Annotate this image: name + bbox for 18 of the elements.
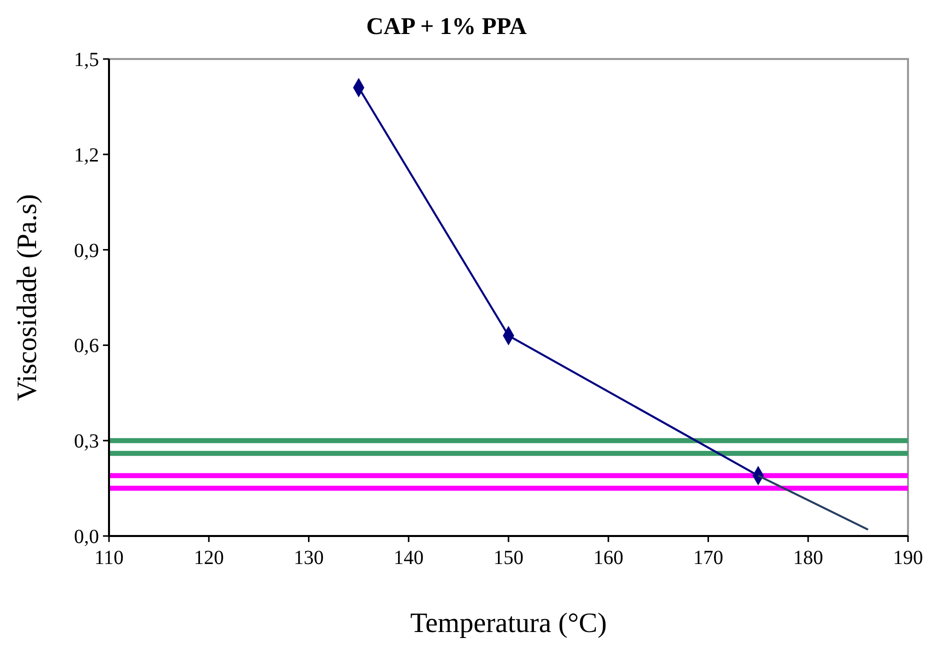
y-tick-label: 0,6 [74,335,99,358]
y-tick-label: 0,3 [74,430,99,453]
y-tick-label: 0,0 [74,526,99,548]
x-axis-title: Temperatura (°C) [410,608,607,639]
y-tick-label: 1,5 [74,49,99,71]
x-tick-label: 190 [893,547,923,569]
x-tick-label: 120 [194,547,224,569]
x-tick-label: 170 [693,547,724,569]
x-tick-label: 140 [394,547,424,569]
x-tick-label: 180 [793,547,824,569]
y-tick-label: 0,9 [74,240,99,262]
x-tick-label: 130 [294,547,324,569]
chart-title: CAP + 1% PPA [366,14,528,40]
y-axis-title: Viscosidade (Pa.s) [12,194,43,401]
x-tick-label: 160 [593,547,624,569]
x-tick-label: 150 [494,547,524,569]
y-tick-label: 1,2 [74,144,99,166]
x-tick-label: 110 [94,547,124,569]
